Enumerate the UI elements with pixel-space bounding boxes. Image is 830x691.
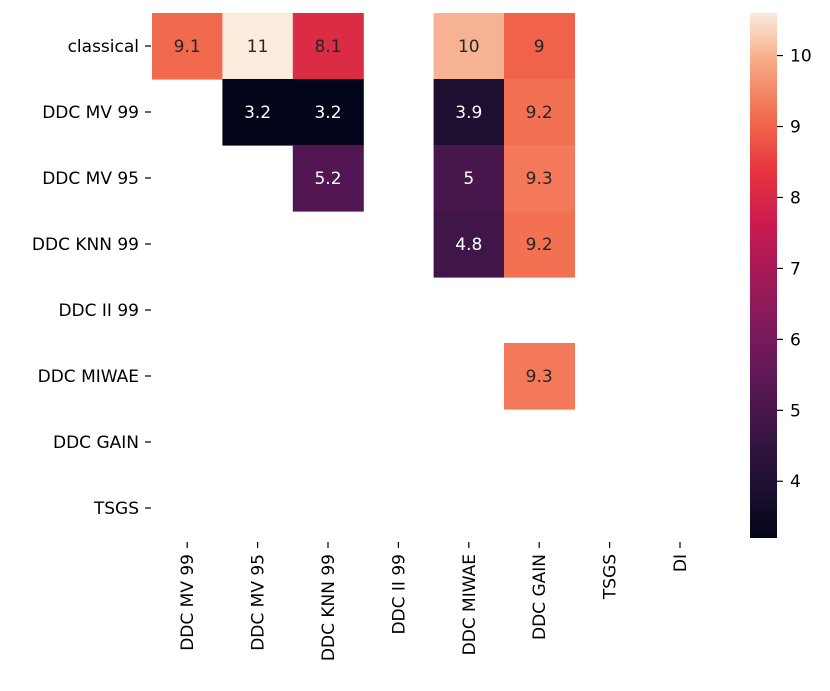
row-tick-label: DDC II 99 [58,301,139,321]
colorbar-tick-label: 6 [790,330,801,350]
column-tick-label: DDC MIWAE [460,554,480,655]
cell-value-label: 9.3 [526,169,553,189]
cell-value-label: 5.2 [314,169,341,189]
heatmap-cell [504,211,575,278]
row-tick-label: DDC MV 99 [42,103,139,123]
heatmap-cell [433,13,505,80]
colorbar-gradient [750,13,777,538]
cell-value-label: 9.2 [526,235,553,255]
cell-value-label: 9.3 [526,367,553,387]
row-tick-label: classical [68,37,139,57]
row-tick-label: DDC MIWAE [38,367,139,387]
colorbar-tick-label: 8 [790,188,801,208]
heatmap-cells: 9.1 11 8.1 10 9 3.2 3.2 3.9 9.2 5.2 5 9.3 4.8 9.2 9.3 [152,13,575,410]
heatmap-cell [433,79,505,146]
cell-value-label: 9.1 [174,37,201,57]
cell-value-label: 9.2 [526,103,553,123]
column-axis: DDC MV 99 DDC MV 95 DDC KNN 99 DDC II 99 DDC… [178,542,691,661]
cell-value-label: 10 [458,37,480,57]
heatmap-cell [222,13,294,80]
cell-value-label: 11 [247,37,269,57]
row-tick-label: DDC MV 95 [42,169,139,189]
heatmap-cell [292,79,364,146]
cell-value-label: 3.9 [455,103,482,123]
cell-value-label: 4.8 [455,235,482,255]
column-tick-label: DDC KNN 99 [319,554,339,661]
heatmap-cell [292,13,364,80]
cell-value-label: 3.2 [314,103,341,123]
column-tick-label: DDC MV 99 [178,554,198,651]
heatmap-cell [222,79,294,146]
heatmap-cell [504,343,575,410]
heatmap-cell [504,13,575,80]
heatmap-cell [433,145,505,212]
colorbar-tick-label: 9 [790,118,801,138]
colorbar-tick-label: 7 [790,259,801,279]
colorbar-tick-label: 5 [790,401,801,421]
heatmap-cell [504,145,575,212]
row-tick-label: TSGS [93,499,139,519]
cell-value-label: 9 [534,37,545,57]
column-tick-label: DDC MV 95 [249,554,269,651]
colorbar: 4 5 6 7 8 9 10 [750,13,812,538]
cell-value-label: 8.1 [314,37,341,57]
column-tick-label: DDC GAIN [530,554,550,640]
cell-value-label: 3.2 [244,103,271,123]
row-axis: classical DDC MV 99 DDC MV 95 DDC KNN 99 DDC… [32,37,151,519]
row-tick-label: DDC KNN 99 [32,235,139,255]
colorbar-tick-label: 10 [790,47,812,67]
heatmap-cell [152,13,223,80]
cell-value-label: 5 [463,169,474,189]
column-tick-label: TSGS [601,554,621,600]
heatmap-cell [504,79,575,146]
column-tick-label: DDC II 99 [389,554,409,635]
row-tick-label: DDC GAIN [53,433,139,453]
column-tick-label: DI [671,554,691,572]
colorbar-tick-label: 4 [790,472,801,492]
heatmap-cell [292,145,364,212]
heatmap-cell [433,211,505,278]
